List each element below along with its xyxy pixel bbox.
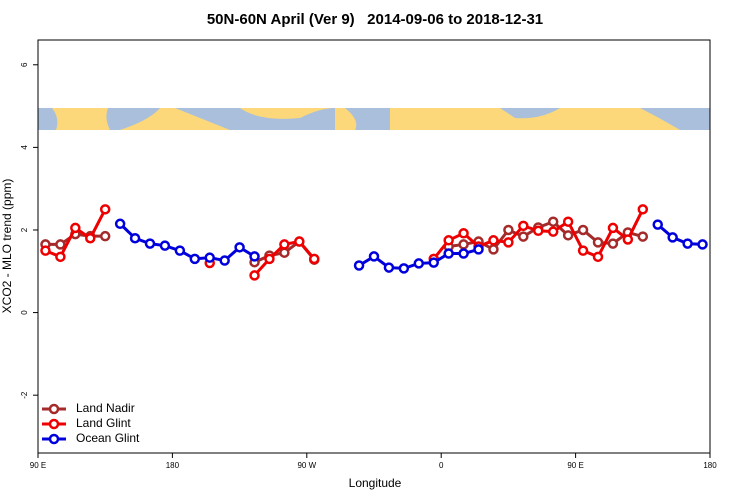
data-point [99, 204, 111, 215]
data-point [234, 242, 245, 253]
y-axis-title: XCO2 - MLO trend (ppm) [0, 179, 14, 314]
x-tick-label: 90 W [297, 461, 316, 470]
data-point [129, 232, 141, 244]
series [114, 218, 708, 274]
data-point [40, 245, 51, 256]
x-tick-label: 180 [703, 461, 717, 470]
map-strip [38, 108, 710, 130]
data-point [622, 234, 634, 245]
y-tick-label: 2 [20, 227, 29, 232]
x-tick-label: 0 [439, 461, 444, 470]
data-point [144, 238, 156, 249]
plot-frame [37, 39, 711, 454]
data-point [264, 253, 275, 265]
data-point [428, 257, 439, 268]
data-point [55, 239, 66, 250]
series [40, 204, 649, 281]
data-point [503, 237, 514, 248]
data-point [413, 258, 425, 269]
x-tick-label: 90 E [30, 461, 46, 470]
legend-marker [48, 418, 60, 430]
data-point [488, 235, 499, 246]
data-point [637, 204, 649, 215]
x-axis-title: Longitude [349, 476, 402, 490]
data-point [667, 232, 678, 243]
data-point [547, 226, 559, 237]
data-point [458, 228, 469, 239]
legend-label: Ocean Glint [76, 431, 140, 445]
y-tick-label: -2 [20, 391, 29, 399]
data-point [368, 251, 380, 262]
data-point [562, 216, 574, 227]
data-point [99, 230, 111, 242]
data-point [458, 248, 469, 259]
data-point [458, 239, 469, 250]
data-point [488, 244, 499, 255]
data-point [219, 255, 230, 266]
legend-marker [48, 403, 60, 415]
legend-marker [48, 433, 60, 445]
data-point [294, 236, 305, 247]
data-point [637, 231, 649, 242]
legend-label: Land Glint [76, 416, 131, 430]
data-point [204, 252, 215, 263]
data-point [279, 247, 290, 258]
y-tick-label: 6 [20, 62, 29, 67]
data-point [577, 245, 589, 256]
data-point [398, 263, 410, 274]
data-point [592, 251, 604, 263]
data-point [114, 218, 126, 230]
data-point [533, 225, 544, 237]
data-point [547, 216, 559, 227]
x-tick-label: 180 [166, 461, 180, 470]
x-tick-label: 90 E [567, 461, 583, 470]
chart-title: 50N-60N April (Ver 9) 2014-09-06 to 2018… [207, 11, 543, 28]
data-point [697, 239, 708, 250]
data-point [443, 235, 454, 246]
data-point [249, 251, 260, 262]
data-point [518, 231, 529, 242]
data-point [85, 232, 96, 244]
data-point [577, 224, 589, 236]
data-point [682, 238, 693, 249]
data-point [159, 240, 171, 251]
data-point [592, 237, 604, 248]
legend-label: Land Nadir [76, 401, 135, 415]
data-point [503, 224, 514, 236]
data-point [353, 260, 365, 271]
data-point [249, 270, 260, 281]
data-point [562, 230, 574, 241]
data-point [309, 253, 320, 265]
y-tick-label: 0 [20, 310, 29, 315]
data-point [443, 248, 454, 259]
data-point [607, 238, 619, 249]
data-point [189, 253, 201, 265]
data-point [518, 220, 529, 232]
data-point [607, 222, 619, 234]
data-point [174, 245, 186, 256]
data-point [70, 222, 81, 234]
data-point [383, 262, 395, 273]
data-point [279, 239, 290, 250]
data-point [652, 219, 663, 230]
data-point [473, 244, 484, 255]
y-tick-label: 4 [20, 145, 29, 150]
data-point [55, 251, 66, 263]
